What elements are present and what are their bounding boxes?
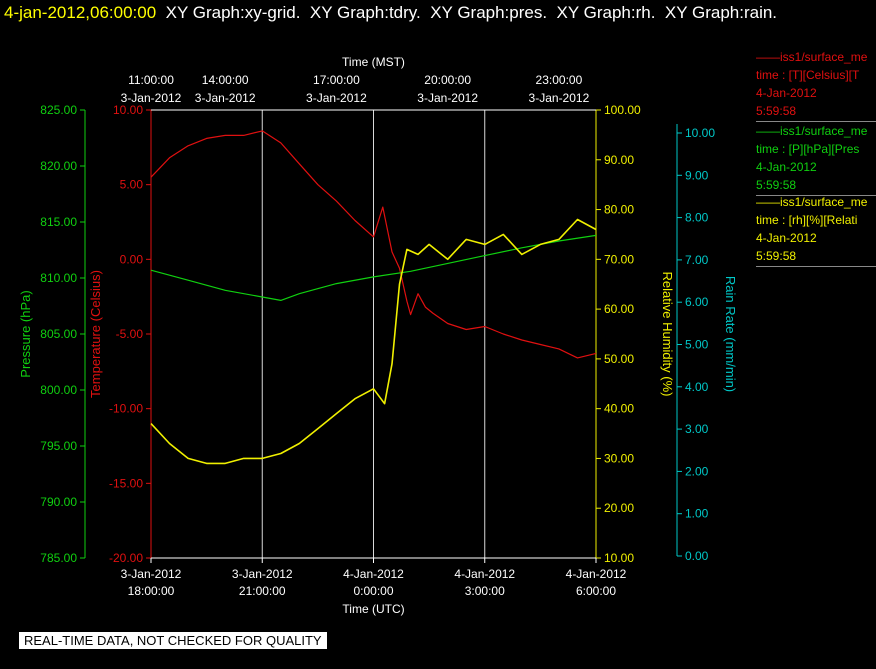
rain-tick-label: 10.00 [685, 126, 715, 140]
bottom-axis-title: Time (UTC) [342, 602, 404, 616]
graph-name-grid[interactable]: XY Graph:xy-grid. [165, 3, 301, 22]
pressure-axis-label: Pressure (hPa) [18, 290, 33, 377]
pressure-tick-label: 810.00 [40, 271, 77, 285]
graph-name-pres[interactable]: XY Graph:pres. [430, 3, 548, 22]
humidity-tick-label: 80.00 [604, 203, 634, 217]
bottom-tick-date: 4-Jan-2012 [343, 567, 404, 581]
bottom-tick-time: 21:00:00 [239, 584, 286, 598]
rain-tick-label: 9.00 [685, 168, 709, 182]
graph-name-rain[interactable]: XY Graph:rain. [664, 3, 778, 22]
pressure-tick-label: 795.00 [40, 439, 77, 453]
header-timestamp: 4-jan-2012,06:00:00 [4, 3, 157, 22]
legend-pressure-time: 5:59:58 [756, 178, 797, 192]
humidity-tick-label: 60.00 [604, 302, 634, 316]
bottom-tick-date: 3-Jan-2012 [232, 567, 293, 581]
temperature-tick-label: -15.00 [109, 476, 143, 490]
bottom-tick-date: 4-Jan-2012 [454, 567, 515, 581]
pressure-tick-label: 805.00 [40, 327, 77, 341]
series-humidity [150, 218, 597, 465]
rain-tick-label: 5.00 [685, 338, 709, 352]
humidity-tick-label: 70.00 [604, 252, 634, 266]
humidity-tick-label: 30.00 [604, 451, 634, 465]
top-tick-date: 3-Jan-2012 [306, 91, 367, 105]
graph-name-tdry[interactable]: XY Graph:tdry. [309, 3, 421, 22]
pressure-tick-label: 785.00 [40, 551, 77, 565]
rain-tick-label: 2.00 [685, 464, 709, 478]
bottom-tick-time: 3:00:00 [465, 584, 505, 598]
legend-temperature-time: 5:59:58 [756, 104, 797, 118]
rain-tick-label: 1.00 [685, 507, 709, 521]
bottom-tick-time: 6:00:00 [576, 584, 616, 598]
pressure-tick-label: 800.00 [40, 383, 77, 397]
rain-tick-label: 7.00 [685, 253, 709, 267]
legend-humidity-time: 5:59:58 [756, 249, 797, 263]
rain-tick-label: 6.00 [685, 295, 709, 309]
rain-axis-label: Rain Rate (mm/min) [723, 276, 738, 392]
humidity-tick-label: 20.00 [604, 501, 634, 515]
rain-tick-label: 0.00 [685, 549, 709, 563]
graph-name-rh[interactable]: XY Graph:rh. [556, 3, 656, 22]
legend-humidity[interactable]: ——iss1/surface_me time : [rh][%][Relati … [756, 193, 876, 267]
humidity-tick-label: 90.00 [604, 153, 634, 167]
top-axis-title: Time (MST) [342, 55, 405, 69]
series-temperature [150, 130, 597, 359]
temperature-axis-label: Temperature (Celsius) [88, 270, 103, 398]
top-tick-time: 17:00:00 [313, 73, 360, 87]
temperature-tick-label: -10.00 [109, 402, 143, 416]
window-header: 4-jan-2012,06:00:00 XY Graph:xy-grid. XY… [0, 0, 876, 26]
humidity-tick-label: 50.00 [604, 352, 634, 366]
series-pressure [150, 234, 597, 301]
top-tick-time: 11:00:00 [128, 73, 174, 87]
legend-pressure[interactable]: ——iss1/surface_me time : [P][hPa][Pres 4… [756, 122, 876, 196]
legend-separator [756, 121, 876, 122]
bottom-tick-time: 18:00:00 [128, 584, 175, 598]
temperature-tick-label: 0.00 [120, 252, 144, 266]
humidity-tick-label: 40.00 [604, 402, 634, 416]
humidity-axis-label: Relative Humidity (%) [660, 272, 675, 397]
top-tick-date: 3-Jan-2012 [195, 91, 256, 105]
legend-humidity-date: 4-Jan-2012 [756, 231, 817, 245]
legend-pressure-date: 4-Jan-2012 [756, 160, 817, 174]
humidity-tick-label: 10.00 [604, 551, 634, 565]
rain-tick-label: 8.00 [685, 211, 709, 225]
legend-humidity-source: ——iss1/surface_me [756, 195, 868, 209]
top-tick-time: 14:00:00 [202, 73, 249, 87]
legend-separator [756, 266, 876, 267]
rain-tick-label: 3.00 [685, 422, 709, 436]
legend-temperature-date: 4-Jan-2012 [756, 86, 817, 100]
legend-pressure-variable: time : [P][hPa][Pres [756, 142, 860, 156]
top-tick-date: 3-Jan-2012 [417, 91, 478, 105]
humidity-tick-label: 100.00 [604, 103, 641, 117]
temperature-tick-label: -20.00 [109, 551, 143, 565]
bottom-tick-time: 0:00:00 [353, 584, 393, 598]
pressure-tick-label: 825.00 [40, 103, 77, 117]
pressure-tick-label: 790.00 [40, 495, 77, 509]
top-tick-date: 3-Jan-2012 [121, 91, 182, 105]
temperature-tick-label: 5.00 [120, 178, 144, 192]
quality-notice: REAL-TIME DATA, NOT CHECKED FOR QUALITY [19, 632, 327, 649]
legend-temperature-variable: time : [T][Celsius][T [756, 68, 860, 82]
temperature-tick-label: 10.00 [113, 103, 143, 117]
pressure-tick-label: 820.00 [40, 159, 77, 173]
top-tick-date: 3-Jan-2012 [529, 91, 590, 105]
legend-temperature[interactable]: ——iss1/surface_me time : [T][Celsius][T … [756, 48, 876, 122]
legend-pressure-source: ——iss1/surface_me [756, 124, 868, 138]
temperature-tick-label: -5.00 [116, 327, 144, 341]
legend-temperature-source: ——iss1/surface_me [756, 50, 868, 64]
bottom-tick-date: 3-Jan-2012 [121, 567, 182, 581]
top-tick-time: 23:00:00 [536, 73, 583, 87]
pressure-tick-label: 815.00 [40, 215, 77, 229]
legend-separator [756, 195, 876, 196]
legend-humidity-variable: time : [rh][%][Relati [756, 213, 858, 227]
top-tick-time: 20:00:00 [424, 73, 471, 87]
bottom-tick-date: 4-Jan-2012 [566, 567, 627, 581]
rain-tick-label: 4.00 [685, 380, 709, 394]
